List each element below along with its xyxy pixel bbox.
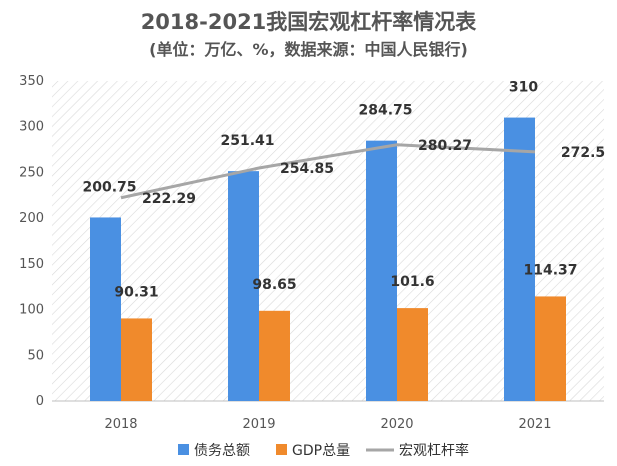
y-axis: 0 50 100 150 200 250 300 350 <box>19 74 604 409</box>
leverage-line <box>120 143 536 200</box>
chart-title: 2018-2021我国宏观杠杆率情况表 <box>140 10 477 34</box>
legend-label: GDP总量 <box>292 443 350 459</box>
legend: 债务总额 GDP总量 宏观杠杆率 <box>178 442 469 459</box>
y-tick-label: 100 <box>19 303 44 318</box>
data-label-debt: 200.75 <box>82 179 136 195</box>
y-tick-label: 150 <box>19 257 44 272</box>
legend-swatch <box>178 444 189 455</box>
x-tick-label: 2021 <box>518 417 551 432</box>
x-tick-label: 2019 <box>242 417 275 432</box>
data-label-debt: 251.41 <box>220 133 274 149</box>
bar-gdp <box>121 318 152 401</box>
y-tick-label: 0 <box>36 394 44 409</box>
legend-item-gdp: GDP总量 <box>276 443 350 459</box>
y-tick-label: 200 <box>19 211 44 226</box>
data-label-leverage: 280.27 <box>418 138 472 154</box>
bar-series <box>90 117 566 402</box>
data-label-gdp: 98.65 <box>252 277 296 293</box>
y-tick-label: 350 <box>19 74 44 89</box>
data-labels: 200.75 90.31 251.41 98.65 284.75 101.6 310 114.… <box>82 80 605 301</box>
bar-gdp <box>535 296 566 401</box>
legend-label: 宏观杠杆率 <box>399 442 469 459</box>
legend-label: 债务总额 <box>194 443 250 459</box>
x-tick-label: 2020 <box>380 417 413 432</box>
bar-debt <box>228 171 259 401</box>
legend-item-debt: 债务总额 <box>178 443 250 459</box>
bar-debt <box>504 117 535 402</box>
y-tick-label: 50 <box>27 348 44 363</box>
data-label-gdp: 101.6 <box>390 274 434 290</box>
data-label-gdp: 114.37 <box>523 262 577 278</box>
legend-swatch <box>276 444 287 455</box>
data-label-leverage: 272.5 <box>561 145 605 161</box>
y-tick-label: 300 <box>19 120 44 135</box>
bar-gdp <box>259 310 290 401</box>
bar-gdp <box>397 308 428 401</box>
chart-subtitle: (单位：万亿、%，数据来源：中国人民银行) <box>149 40 468 59</box>
data-label-gdp: 90.31 <box>114 284 158 300</box>
x-tick-label: 2018 <box>104 417 137 432</box>
y-tick-label: 250 <box>19 165 44 180</box>
data-label-debt: 284.75 <box>358 103 412 119</box>
bar-debt <box>366 140 397 401</box>
legend-item-leverage: 宏观杠杆率 <box>366 442 469 459</box>
bar-debt <box>90 217 121 401</box>
line-series <box>120 143 536 200</box>
data-label-leverage: 222.29 <box>142 191 196 207</box>
x-axis: 2018 2019 2020 2021 <box>104 417 551 432</box>
data-label-debt: 310 <box>509 80 538 96</box>
data-label-leverage: 254.85 <box>280 161 334 177</box>
